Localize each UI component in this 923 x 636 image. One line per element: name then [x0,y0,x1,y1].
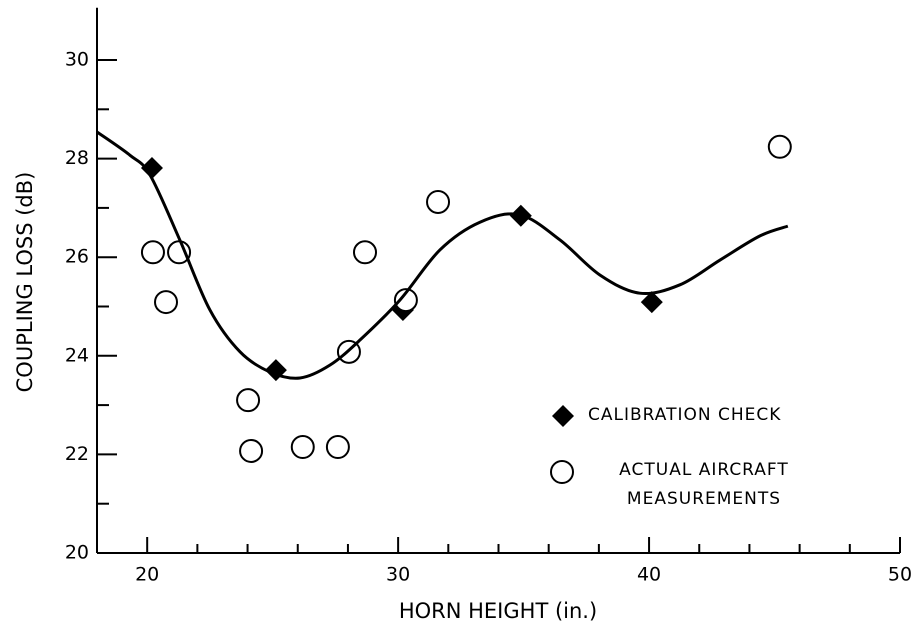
y-tick-label: 22 [65,443,89,465]
measurement-point [393,288,418,313]
measurement-point [239,438,264,463]
y-tick-label: 30 [65,49,89,71]
calibration-point [640,291,663,314]
y-tick-label: 26 [65,246,89,268]
measurement-point [236,388,261,413]
measurement-point [353,240,378,265]
y-tick-label: 20 [65,542,89,564]
y-axis-title: COUPLING LOSS (dB) [13,172,37,393]
y-tick-label: 28 [65,147,89,169]
x-tick-label: 50 [888,564,912,586]
measurement-point [154,290,179,315]
measurement-point [290,435,315,460]
legend-label: ACTUAL AIRCRAFT MEASUREMENTS [619,460,789,509]
x-axis-title: HORN HEIGHT (in.) [399,599,597,623]
measurement-point [767,134,792,159]
measurement-point [140,240,165,265]
measurement-point [325,435,350,460]
legend-marker [552,405,574,427]
fit-curve [96,130,789,380]
legend-label: CALIBRATION CHECK [588,405,782,425]
x-tick-label: 40 [637,564,661,586]
x-tick-label: 30 [386,564,410,586]
legend-marker [550,460,574,484]
y-tick-label: 24 [65,344,89,366]
x-tick-label: 20 [135,564,159,586]
measurement-point [426,189,451,214]
calibration-point [140,156,163,179]
